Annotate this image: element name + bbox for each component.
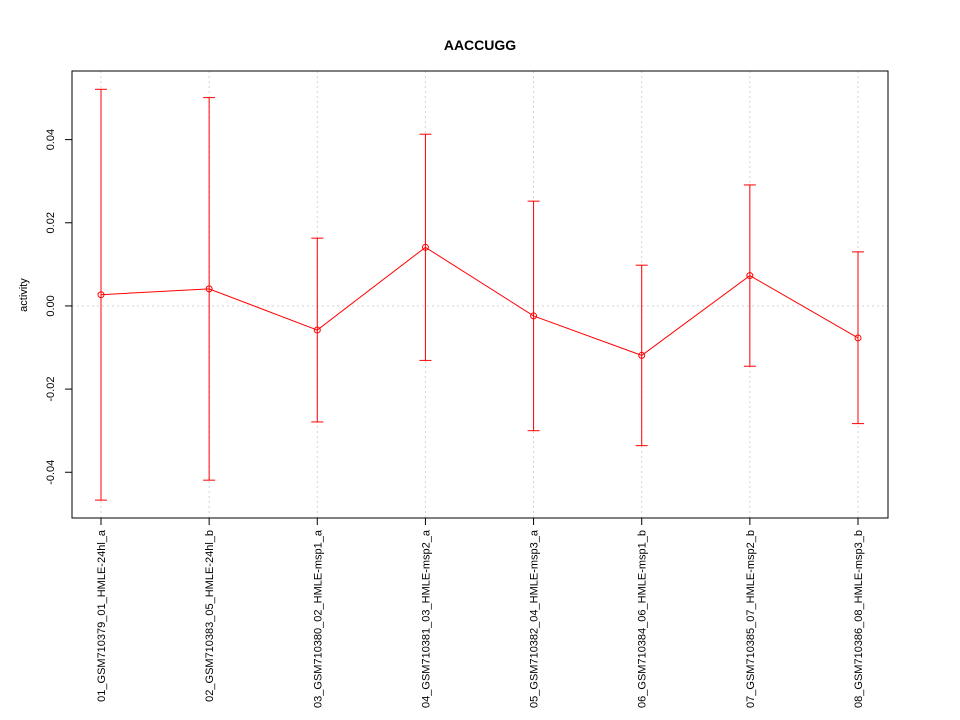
x-tick-label: 06_GSM710384_06_HMLE-msp1_b (637, 530, 649, 708)
y-tick-label: -0.02 (45, 377, 57, 402)
grid-lines (72, 71, 888, 518)
y-tick-label: 0.04 (45, 129, 57, 150)
data-point (205, 285, 213, 293)
data-point (746, 272, 754, 280)
x-tick-label: 02_GSM710383_05_HMLE-24hl_b (204, 530, 216, 702)
x-tick-label: 05_GSM710382_04_HMLE-msp3_a (529, 529, 541, 708)
y-tick-label: -0.04 (45, 460, 57, 485)
x-tick-label: 04_GSM710381_03_HMLE-msp2_a (420, 529, 432, 708)
chart-title: AACCUGG (444, 37, 516, 53)
x-tick-label: 08_GSM710386_08_HMLE-msp3_b (853, 530, 865, 708)
y-tick-label: 0.02 (45, 212, 57, 233)
data-point (313, 326, 321, 334)
plot-frame (71, 70, 889, 519)
y-tick-label: 0.00 (45, 295, 57, 316)
x-tick-label: 03_GSM710380_02_HMLE-msp1_a (312, 529, 324, 708)
series-line (100, 246, 859, 356)
x-tick-label: 01_GSM710379_01_HMLE-24hl_a (96, 529, 108, 702)
data-point (530, 312, 538, 320)
x-tick-label: 07_GSM710385_07_HMLE-msp2_b (745, 530, 757, 708)
x-axis: 01_GSM710379_01_HMLE-24hl_a 02_GSM710383_… (96, 517, 865, 708)
data-point (638, 351, 646, 359)
y-axis-label: activity (18, 278, 30, 312)
data-point (97, 291, 105, 299)
series-layer (95, 88, 864, 501)
y-axis: -0.04 -0.02 0.00 0.02 0.04 (45, 129, 73, 485)
data-point (421, 243, 429, 251)
data-point (854, 334, 862, 342)
